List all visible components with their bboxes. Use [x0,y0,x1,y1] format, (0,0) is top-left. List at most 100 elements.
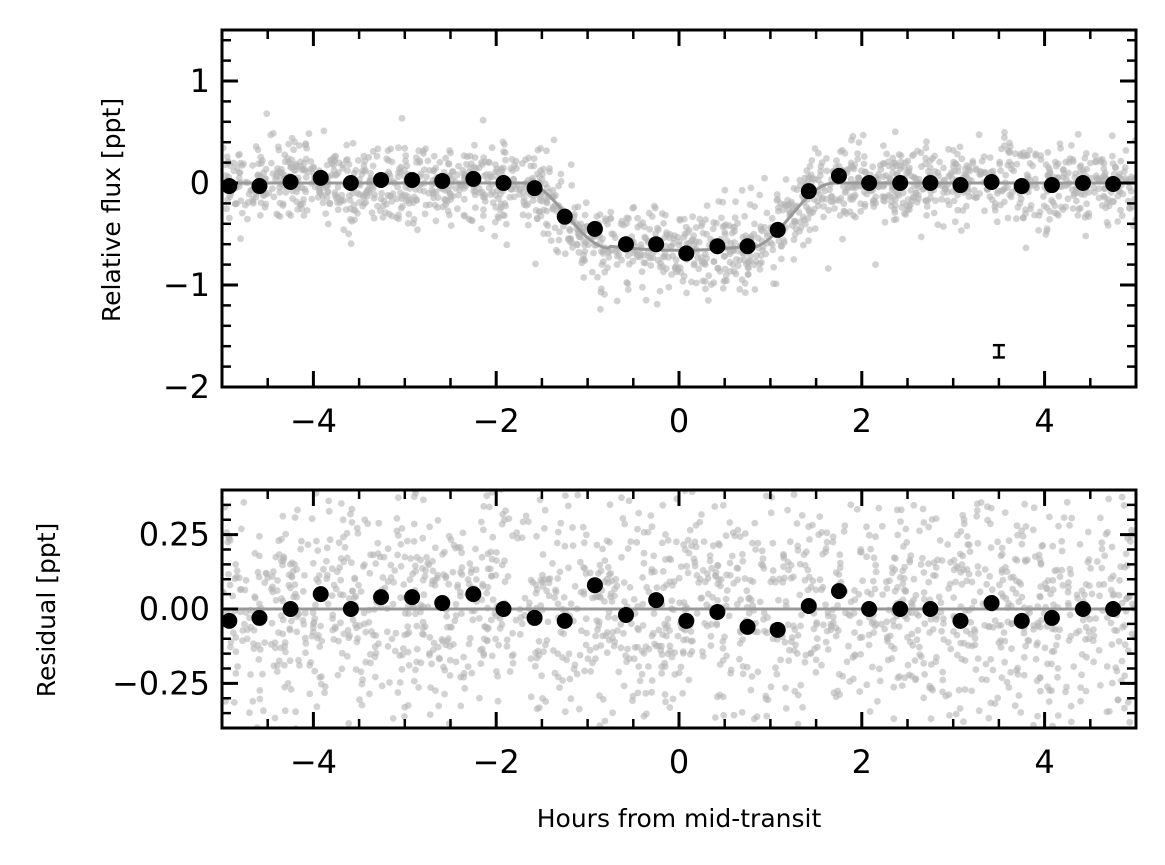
raw-residual-point [599,545,606,553]
raw-residual-point [488,555,496,563]
raw-flux-point [549,186,557,194]
raw-flux-point [642,259,649,267]
raw-residual-point [780,551,787,558]
raw-residual-point [1066,611,1074,619]
raw-flux-point [278,165,285,173]
raw-residual-point [247,671,254,678]
raw-residual-point [392,629,400,637]
raw-flux-point [879,183,886,190]
raw-residual-point [1025,757,1032,764]
raw-flux-point [1117,157,1125,165]
raw-residual-point [727,669,734,677]
raw-flux-point [662,211,669,219]
raw-residual-point [916,643,923,651]
raw-residual-point [686,526,694,534]
raw-flux-point [1008,161,1015,169]
raw-flux-point [761,174,768,182]
raw-flux-point [249,199,257,207]
raw-flux-point [991,200,999,207]
raw-residual-point [334,671,342,679]
raw-flux-point [608,247,616,254]
raw-residual-point [1107,619,1115,627]
raw-residual-point [449,568,457,576]
raw-residual-point [265,761,272,768]
raw-residual-point [1043,585,1050,593]
raw-residual-point [383,628,391,636]
raw-residual-point [692,543,700,551]
raw-residual-point [275,629,282,636]
raw-residual-point [999,576,1007,584]
raw-residual-point [570,481,577,488]
raw-residual-point [988,586,996,594]
raw-residual-point [1070,663,1078,670]
raw-residual-point [527,655,535,662]
raw-flux-point [1043,225,1051,233]
raw-residual-point [565,564,572,572]
raw-residual-point [603,629,611,636]
raw-residual-point [413,553,421,561]
raw-flux-point [480,206,487,214]
raw-residual-point [829,613,837,621]
raw-residual-point [631,644,639,651]
raw-residual-point [890,683,898,691]
raw-flux-point [660,268,667,276]
raw-flux-point [818,159,826,167]
binned-flux-point [830,167,847,184]
raw-flux-point [891,209,899,216]
raw-residual-point [603,575,611,583]
raw-residual-point [938,557,946,564]
raw-residual-point [1114,442,1121,449]
raw-residual-point [785,566,792,574]
raw-residual-point [394,689,402,696]
raw-residual-point [582,570,590,577]
raw-flux-point [1082,232,1090,240]
raw-residual-point [1101,552,1109,560]
raw-residual-point [357,668,365,676]
raw-flux-point [1032,150,1040,158]
raw-residual-point [707,632,715,640]
raw-residual-point [242,609,250,616]
raw-residual-point [247,623,254,631]
raw-flux-point [796,176,804,184]
raw-residual-point [356,696,363,704]
raw-residual-point [903,615,911,623]
raw-residual-point [809,521,816,529]
raw-residual-point [287,584,294,592]
raw-flux-point [580,274,588,281]
raw-residual-point [286,625,293,633]
raw-residual-point [1121,641,1129,649]
raw-flux-point [270,193,278,201]
raw-flux-point [811,145,819,152]
raw-residual-point [321,689,328,697]
raw-residual-point [996,581,1003,589]
raw-residual-point [618,553,625,561]
raw-residual-point [608,598,616,605]
raw-residual-point [556,684,563,691]
raw-residual-point [573,670,581,678]
raw-residual-point [251,593,259,600]
raw-residual-point [1113,756,1120,763]
raw-flux-point [1010,167,1018,175]
raw-residual-point [867,590,875,598]
raw-flux-point [847,195,854,203]
raw-residual-point [260,707,267,715]
raw-residual-point [624,645,631,653]
raw-residual-point [866,708,874,715]
raw-residual-point [687,628,695,635]
raw-flux-point [807,171,815,179]
raw-residual-point [805,573,813,581]
raw-residual-point [801,658,809,666]
raw-residual-point [302,639,310,647]
raw-residual-point [620,682,628,690]
raw-residual-point [559,677,566,684]
raw-flux-point [257,199,265,207]
raw-residual-point [309,624,317,632]
raw-residual-point [972,666,980,673]
raw-residual-point [1020,654,1028,661]
raw-flux-point [315,184,323,192]
y-tick-label: −2 [163,368,210,406]
binned-flux-point [465,170,482,187]
raw-residual-point [939,688,946,696]
raw-residual-point [1034,712,1041,720]
raw-residual-point [362,628,370,636]
